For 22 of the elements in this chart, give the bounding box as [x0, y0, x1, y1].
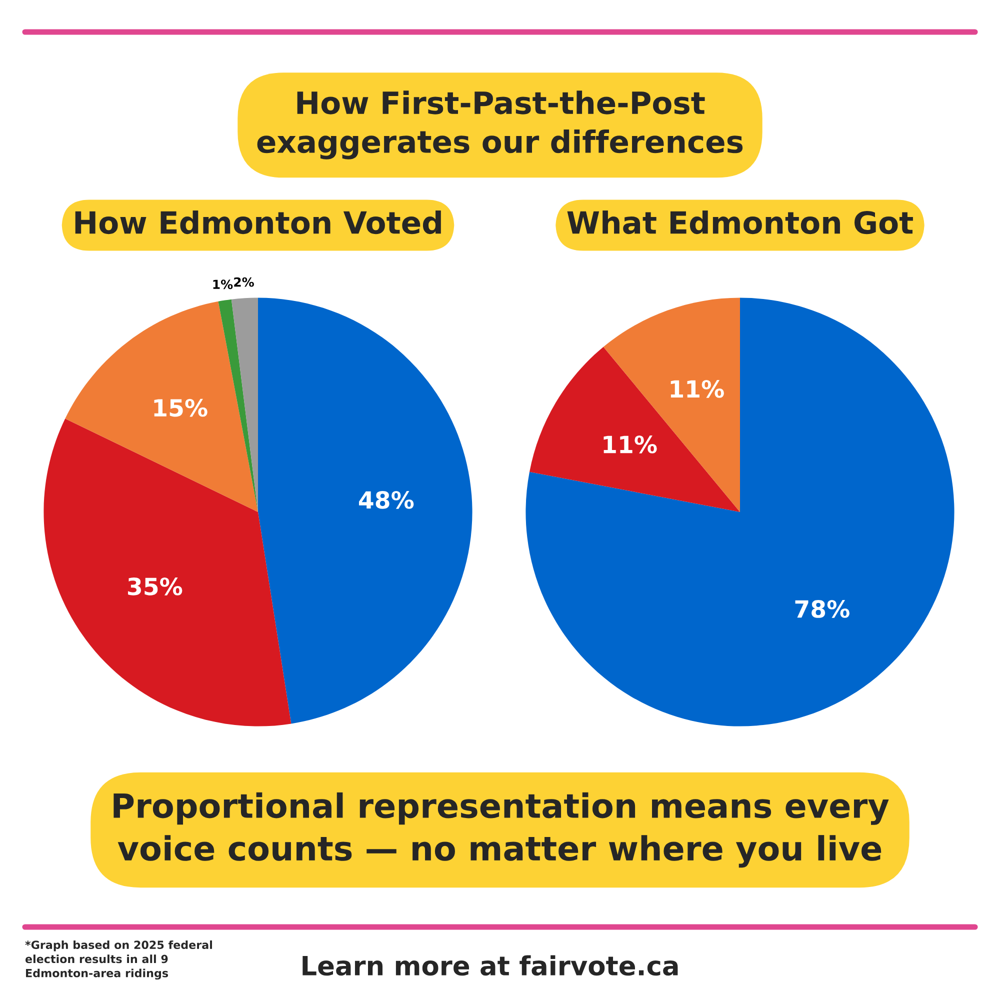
- data-label: 35%: [128, 578, 182, 596]
- pie-slice: [218, 299, 258, 512]
- chart-title: What Edmonton Got: [567, 210, 913, 234]
- data-label: 1%: [213, 280, 233, 290]
- pie-slice: [65, 301, 258, 512]
- pie-slice: [603, 298, 740, 512]
- text: Learn more at fairvote.ca: [302, 955, 678, 976]
- pie-slice: [530, 346, 740, 512]
- text: How First-Past-the-Post exaggerates our differences: [257, 90, 743, 160]
- data-label: 11%: [604, 436, 657, 454]
- pie-slice: [231, 298, 258, 512]
- data-label: 15%: [154, 398, 208, 417]
- pie-slice: [526, 298, 954, 726]
- chart-title: How Edmonton Voted: [75, 210, 441, 234]
- data-label: 11%: [670, 380, 724, 398]
- pie-slice: [44, 418, 292, 726]
- data-label: 2%: [234, 277, 254, 287]
- pie-slice: [258, 298, 472, 724]
- text: Proportional representation means every voice counts — no matter where you live: [114, 792, 889, 868]
- text: *Graph based on 2025 federal election results in all 9 Edmonton-area ridings: [25, 940, 212, 980]
- data-label: 48%: [358, 491, 414, 509]
- data-label: 78%: [795, 600, 850, 618]
